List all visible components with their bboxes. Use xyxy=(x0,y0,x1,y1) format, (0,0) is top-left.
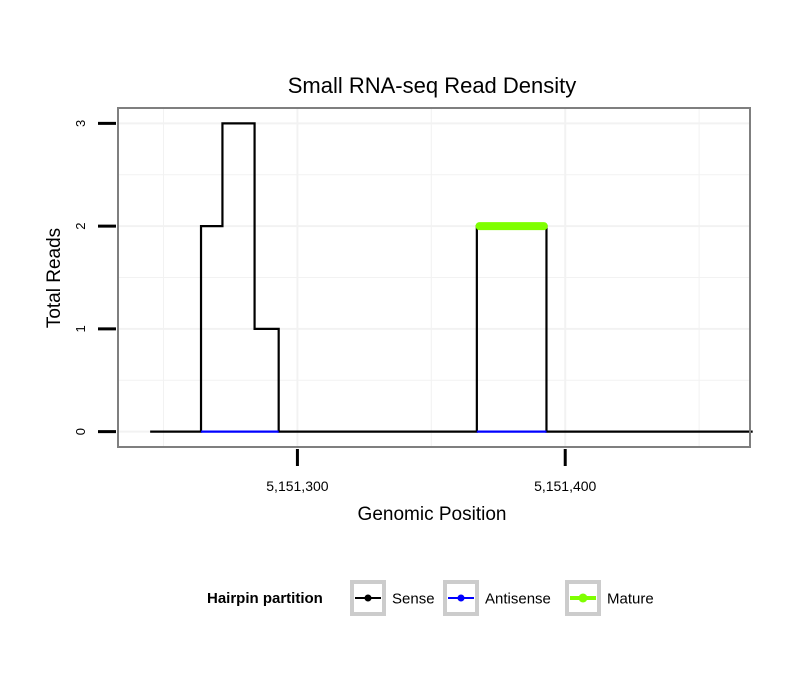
y-axis-label: Total Reads xyxy=(44,228,65,328)
axes: 0 1 2 3 5,151,300 5,151,400 xyxy=(73,120,597,494)
x-tick-label: 5,151,400 xyxy=(534,478,596,494)
legend: Hairpin partition Sense Antisense Mature xyxy=(207,580,654,616)
series-layer xyxy=(150,122,753,433)
y-tick-label: 0 xyxy=(73,428,88,435)
plot-border xyxy=(117,107,751,448)
legend-entry-sense: Sense xyxy=(350,580,435,616)
x-tick-label: 5,151,300 xyxy=(266,478,328,494)
legend-entry-antisense: Antisense xyxy=(443,580,551,616)
y-tick-label: 2 xyxy=(73,223,88,230)
legend-label: Mature xyxy=(607,591,654,608)
legend-key-point xyxy=(578,593,588,603)
legend-key-point xyxy=(364,594,372,602)
x-axis-label: Genomic Position xyxy=(358,504,507,525)
legend-title: Hairpin partition xyxy=(207,590,323,607)
legend-label: Antisense xyxy=(485,591,551,608)
legend-label: Sense xyxy=(392,591,435,608)
y-tick-label: 3 xyxy=(73,120,88,127)
y-tick-label: 1 xyxy=(73,325,88,332)
legend-entry-mature: Mature xyxy=(565,580,654,616)
chart-title: Small RNA-seq Read Density xyxy=(288,73,577,98)
legend-key-point xyxy=(457,594,465,602)
